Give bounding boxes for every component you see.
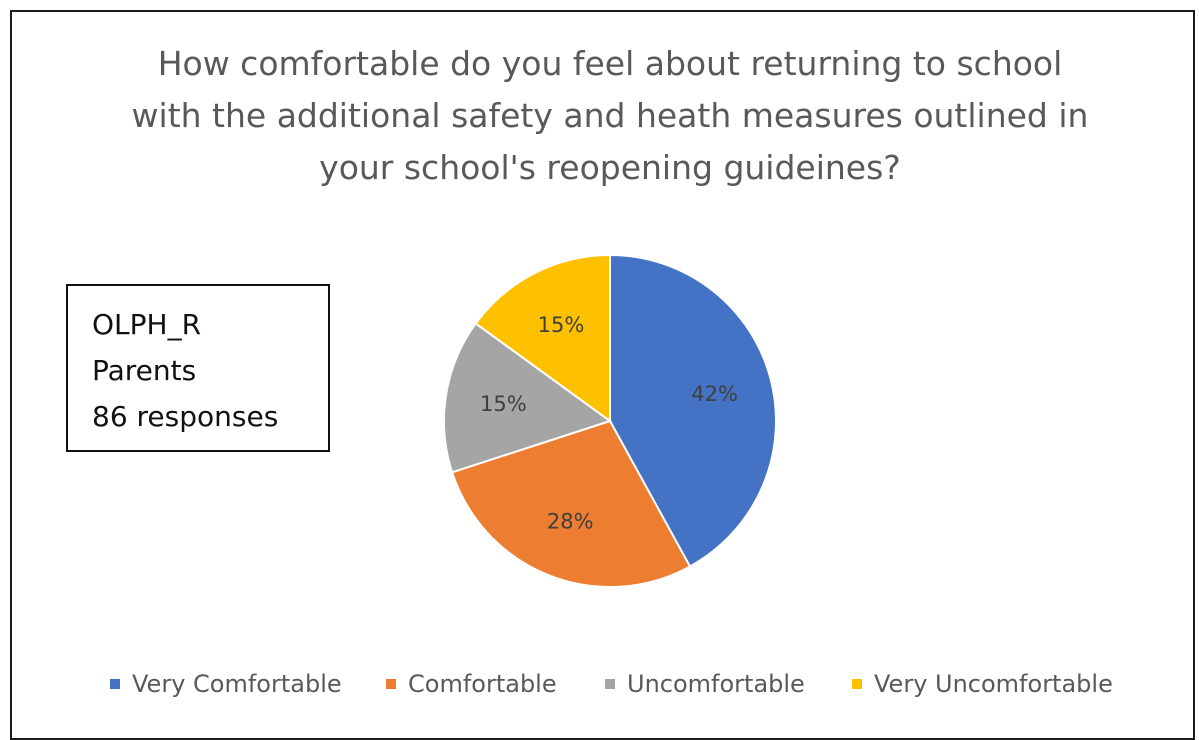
info-box-responses: 86 responses [92,400,279,433]
legend-label: Very Uncomfortable [874,670,1113,698]
data-label-very-uncomfortable: 15% [538,313,585,337]
pie-slice-uncomfortable [443,322,613,474]
pie-slice-very-comfortable [609,253,777,568]
chart-legend: Very Comfortable Comfortable Uncomfortable… [0,664,1199,704]
data-label-very-comfortable: 42% [691,382,738,406]
data-label-comfortable: 28% [547,509,594,533]
pie-slice-very-uncomfortable [474,253,611,423]
legend-label: Very Comfortable [132,670,342,698]
legend-swatch [605,679,615,689]
legend-swatch [110,679,120,689]
legend-swatch [852,679,862,689]
chart-title-line-3: your school's reopening guideines? [319,148,901,187]
data-label-uncomfortable: 15% [480,392,527,416]
chart-title-line-2: with the additional safety and heath mea… [131,96,1089,135]
legend-item-uncomfortable: Uncomfortable [605,664,805,704]
pie-chart: 42% 28% 15% 15% [443,253,777,588]
legend-label: Uncomfortable [627,670,805,698]
pie-slice-comfortable [450,419,692,588]
legend-item-very-uncomfortable: Very Uncomfortable [852,664,1113,704]
legend-item-very-comfortable: Very Comfortable [110,664,342,704]
legend-item-comfortable: Comfortable [386,664,557,704]
chart-title-line-1: How comfortable do you feel about return… [157,44,1063,83]
info-box-group: OLPH_R [92,308,202,341]
legend-swatch [386,679,396,689]
chart-title: How comfortable do you feel about return… [110,38,1110,194]
legend-label: Comfortable [408,670,557,698]
info-box-audience: Parents [92,354,197,387]
info-box: OLPH_R Parents 86 responses [66,284,330,452]
